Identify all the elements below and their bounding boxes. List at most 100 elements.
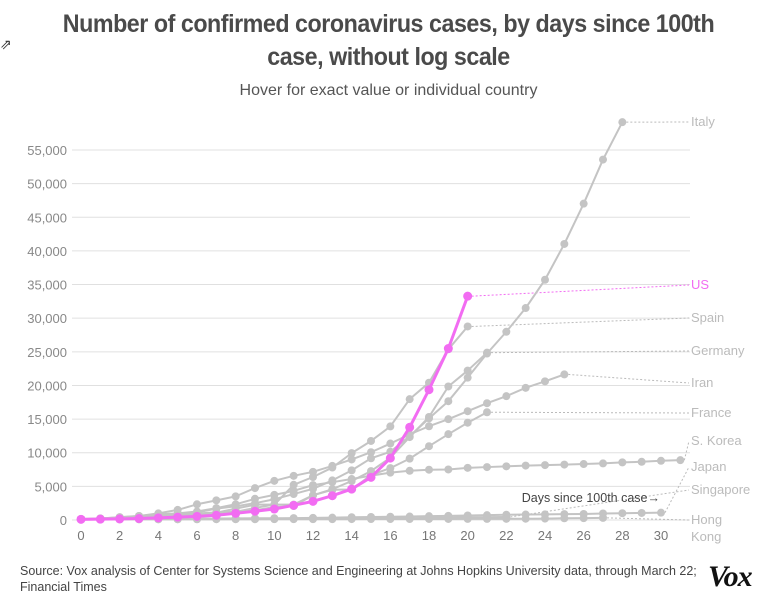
data-point-s-korea: [560, 460, 569, 469]
data-point-italy: [502, 327, 511, 336]
data-point-iran: [309, 467, 317, 476]
data-point-us: [308, 496, 318, 506]
leader-line-us: [471, 284, 690, 297]
data-point-us: [211, 510, 221, 520]
data-point-iran: [386, 439, 395, 448]
data-point-s-korea: [444, 465, 453, 474]
data-point-s-korea: [541, 461, 549, 470]
data-point-hong-kong: [328, 515, 337, 524]
x-tick-label: 26: [576, 528, 590, 543]
data-point-hong-kong: [541, 514, 549, 523]
y-axis-ticks: 0 5,000 10,000 15,000 20,000 25,000 30,000 35,0…: [27, 143, 67, 528]
data-point-s-korea: [618, 458, 627, 467]
data-point-iran: [193, 500, 201, 509]
data-point-s-korea: [328, 478, 337, 487]
data-point-s-korea: [386, 468, 395, 477]
leader-line-iran: [568, 373, 690, 384]
mouse-cursor-icon: ⇗: [0, 36, 12, 52]
data-point-iran: [347, 455, 356, 464]
data-point-us: [366, 472, 376, 482]
data-point-hong-kong: [579, 514, 588, 523]
x-tick-label: 30: [654, 528, 668, 543]
data-point-s-korea: [463, 463, 472, 472]
data-point-s-korea: [270, 490, 279, 499]
x-tick-label: 20: [460, 528, 474, 543]
data-point-iran: [502, 392, 511, 401]
data-point-hong-kong: [521, 514, 530, 523]
data-point-iran: [231, 492, 240, 501]
leader-line-hong-kong: [606, 517, 690, 521]
data-point-us: [134, 514, 144, 524]
x-tick-label: 12: [306, 528, 320, 543]
data-point-iran: [541, 377, 549, 386]
data-point-italy: [367, 454, 375, 463]
data-point-us: [405, 422, 415, 432]
data-point-us: [463, 291, 473, 301]
x-tick-label: 8: [232, 528, 239, 543]
data-point-hong-kong: [502, 514, 511, 523]
data-point-us: [250, 506, 260, 516]
x-tick-label: 4: [155, 528, 162, 543]
vox-logo[interactable]: Vox: [708, 560, 753, 593]
data-point-s-korea: [309, 481, 317, 490]
data-point-us: [153, 513, 163, 523]
data-point-hong-kong: [560, 514, 569, 523]
series-label-france: France: [691, 405, 731, 420]
source-note: Source: Vox analysis of Center for Syste…: [20, 564, 697, 594]
data-point-s-korea: [521, 461, 530, 470]
data-point-us: [192, 511, 202, 521]
data-point-hong-kong: [270, 515, 279, 524]
y-tick-label: 5,000: [34, 479, 67, 494]
data-point-hong-kong: [425, 514, 433, 523]
data-point-iran: [270, 476, 279, 485]
series-label-iran: Iran: [691, 375, 713, 390]
data-point-iran: [289, 471, 298, 480]
data-point-france: [444, 430, 453, 439]
data-point-us: [347, 484, 357, 494]
data-point-hong-kong: [444, 514, 453, 523]
data-point-italy: [541, 275, 549, 284]
data-point-hong-kong: [309, 515, 317, 524]
x-tick-label: 6: [193, 528, 200, 543]
data-point-france: [463, 418, 472, 427]
data-point-s-korea: [212, 504, 221, 513]
data-point-spain: [367, 436, 375, 445]
series-iran: [77, 370, 569, 524]
label-leader-lines: [471, 121, 690, 521]
y-tick-label: 30,000: [27, 311, 67, 326]
leader-line-france: [490, 411, 690, 414]
x-tick-label: 24: [538, 528, 552, 543]
data-point-s-korea: [579, 460, 588, 469]
data-point-us: [115, 514, 125, 524]
data-point-s-korea: [637, 457, 646, 466]
data-point-france: [425, 442, 433, 451]
data-point-s-korea: [676, 456, 685, 465]
data-point-japan: [657, 508, 665, 517]
data-point-s-korea: [251, 494, 259, 503]
y-tick-label: 15,000: [27, 412, 67, 427]
data-point-italy: [560, 239, 569, 248]
data-point-france: [405, 454, 414, 463]
data-point-spain: [386, 422, 395, 431]
data-point-germany: [444, 382, 453, 391]
series-label-hong-kong: Hong: [691, 512, 722, 527]
y-tick-label: 0: [60, 513, 67, 528]
data-point-spain: [289, 480, 298, 489]
data-point-iran: [444, 415, 453, 424]
data-point-italy: [599, 155, 607, 164]
x-tick-label: 2: [116, 528, 123, 543]
series-line-hong-kong: [80, 516, 604, 521]
leader-line-s-korea: [683, 440, 690, 461]
data-point-us: [443, 344, 453, 354]
data-point-italy: [463, 373, 472, 382]
data-point-s-korea: [599, 459, 607, 468]
series-lines: [76, 118, 685, 524]
series-us: [76, 291, 473, 524]
data-point-s-korea: [502, 462, 511, 471]
data-point-japan: [637, 508, 646, 517]
x-axis-label: Days since 100th case→: [522, 491, 660, 505]
data-point-france: [483, 408, 491, 417]
data-point-s-korea: [657, 456, 665, 465]
data-point-spain: [347, 449, 356, 458]
